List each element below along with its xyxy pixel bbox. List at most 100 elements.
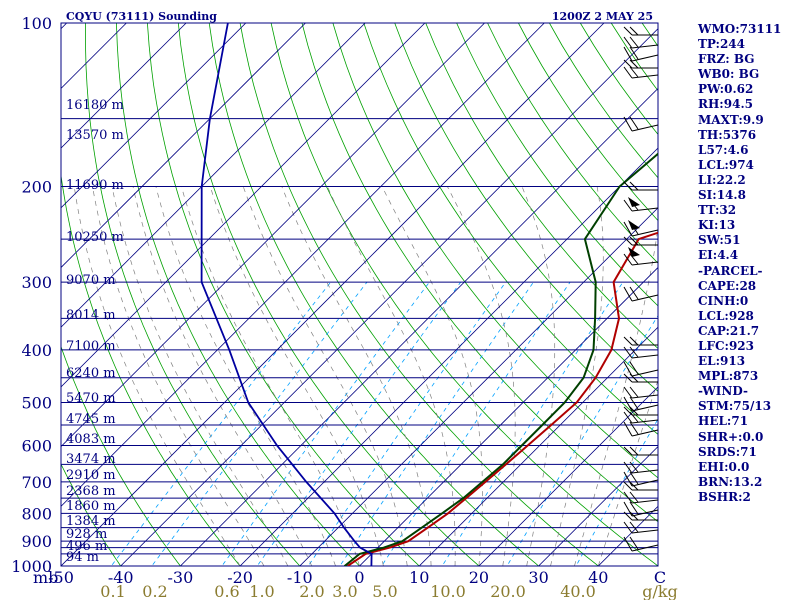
dry-adiabat [61,172,241,566]
plot-frame [60,22,659,567]
wind-barb [623,253,659,266]
dry-adiabat [61,345,181,566]
stat-line: TP:244 [698,37,746,52]
mixing-ratio-tick-label: 0.1 [100,582,125,600]
mixing-ratio-line [339,281,534,566]
station-title: CQYU (73111) Sounding [66,10,217,23]
wind-barb [623,116,659,132]
dry-adiabat [85,23,301,566]
temperature-tick-label: -30 [168,568,194,587]
mixing-ratio-tick-label: 5.0 [372,582,397,600]
wind-barb [623,396,659,412]
moist-adiabat [447,186,516,566]
height-label: 7100 m [66,339,116,354]
wind-barb [623,501,659,517]
wind-barb [623,346,659,359]
isotherm [61,23,485,448]
dry-adiabat [208,23,540,566]
isotherm [179,87,658,566]
moist-adiabat [242,186,408,566]
height-label: 13570 m [66,128,124,143]
height-label: 2368 m [66,484,116,499]
stat-line: EL:913 [698,354,746,369]
temperature-tick-label: 20 [469,568,489,587]
mixing-ratio-tick-label: 1.0 [249,582,274,600]
isotherm [299,207,658,566]
wind-barb [623,446,658,456]
temperature-tick-label: 40 [588,568,608,587]
isotherm [538,446,658,566]
grid-lines [0,23,658,578]
moist-adiabat [132,186,313,566]
pressure-tick-label: 1000 [11,557,52,576]
height-label: 1860 m [66,499,116,514]
moist-adiabat [181,186,360,566]
isotherm [0,23,7,578]
wind-barb [623,66,659,79]
stat-line: HEL:71 [698,414,749,429]
stat-line: EHI:0.0 [698,459,750,474]
stat-line: SI:14.8 [698,188,746,203]
wind-barb [623,491,659,504]
isotherm [61,23,306,269]
isotherm [61,23,426,388]
wind-barb [623,59,658,69]
wind-flag [628,220,640,230]
height-label: 5470 m [66,391,116,406]
stat-line: CAP:21.7 [698,323,760,338]
parcel-trace [200,23,373,566]
stat-line: BRN:13.2 [698,474,763,489]
temperature-tick-label: -40 [108,568,134,587]
height-label: 10250 m [66,230,124,245]
wind-barb [623,521,659,534]
wind-barb [623,411,659,424]
stat-line: RH:94.5 [698,97,753,112]
mixing-ratio-tick-label: 0.2 [142,582,167,600]
mixing-ratio-line [307,281,507,566]
isotherm [478,386,658,566]
height-label: 1384 m [66,514,116,529]
isotherm [418,326,658,566]
height-label: 8014 m [66,308,116,323]
stat-line: WB0: BG [698,67,760,82]
temperature-tick-label: 10 [409,568,429,587]
stat-line: CINH:0 [698,293,749,308]
stat-line: STM:75/13 [698,399,772,414]
isotherm [239,147,658,566]
wind-barb [623,181,658,191]
mixing-ratio-tick-label: 20.0 [490,582,526,600]
dry-adiabat [456,23,658,307]
mixing-ratio-tick-label: 10.0 [430,582,466,600]
stat-line: PW:0.62 [698,82,754,97]
wind-barb [623,461,659,474]
mixing-ratio-line [256,281,462,566]
pressure-tick-label: 700 [21,473,52,492]
stat-line: TH:5376 [698,127,757,142]
stat-line: LFC:923 [698,338,754,353]
isotherm [61,23,187,149]
stat-line: -PARCEL- [698,263,763,278]
stat-line: FRZ: BG [698,52,755,67]
mixing-ratio-tick-label: 0.6 [214,582,239,600]
dry-adiabat [425,23,658,350]
isotherm [358,266,658,566]
wind-barb [623,36,659,49]
wind-barb [623,511,658,521]
mixing-ratio-unit-label: g/kg [642,582,678,600]
mixing-ratio-tick-label: 3.0 [332,582,357,600]
temperature-unit-label: C [654,568,666,587]
isotherm [120,28,658,566]
mixing-ratio-tick-label: 40.0 [560,582,596,600]
stat-line: CAPE:28 [698,278,757,293]
pressure-tick-label: 300 [21,273,52,292]
height-label: 928 m [66,527,107,542]
wind-barb [623,481,658,491]
height-label: 4083 m [66,432,116,447]
stat-line: WMO:73111 [698,22,782,36]
stat-line: MAXT:9.9 [698,112,764,127]
stat-line: MPL:873 [698,369,759,384]
wind-barb [623,336,658,346]
wind-barb [623,386,659,399]
wind-flag [628,247,640,257]
pressure-tick-label: 600 [21,437,52,456]
